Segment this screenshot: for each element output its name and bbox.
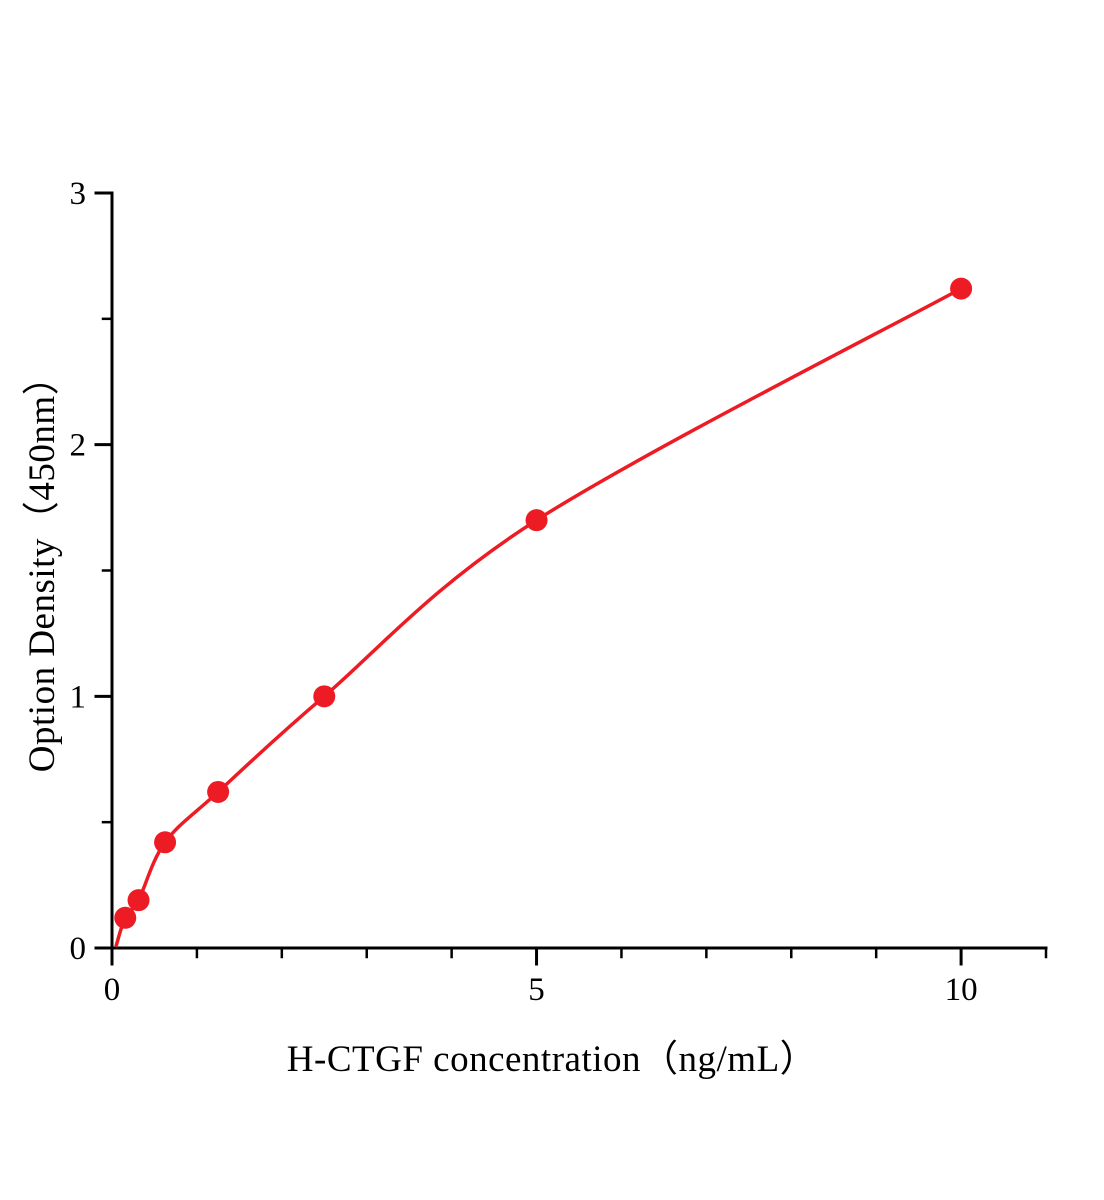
data-point (207, 780, 230, 803)
svg-text:0: 0 (104, 972, 121, 1008)
svg-text:5: 5 (528, 972, 545, 1008)
data-point (313, 685, 336, 708)
data-point (525, 509, 548, 532)
svg-text:1: 1 (70, 679, 87, 715)
data-point (154, 831, 177, 854)
data-point (127, 889, 150, 912)
data-point (114, 906, 137, 929)
svg-text:10: 10 (945, 972, 978, 1008)
y-axis-label: Option Density（450nm） (22, 357, 63, 773)
data-point (950, 277, 973, 300)
svg-text:2: 2 (70, 428, 87, 464)
svg-text:3: 3 (70, 176, 87, 212)
svg-text:0: 0 (70, 931, 87, 967)
x-axis-label: H-CTGF concentration（ng/mL） (286, 1039, 818, 1080)
